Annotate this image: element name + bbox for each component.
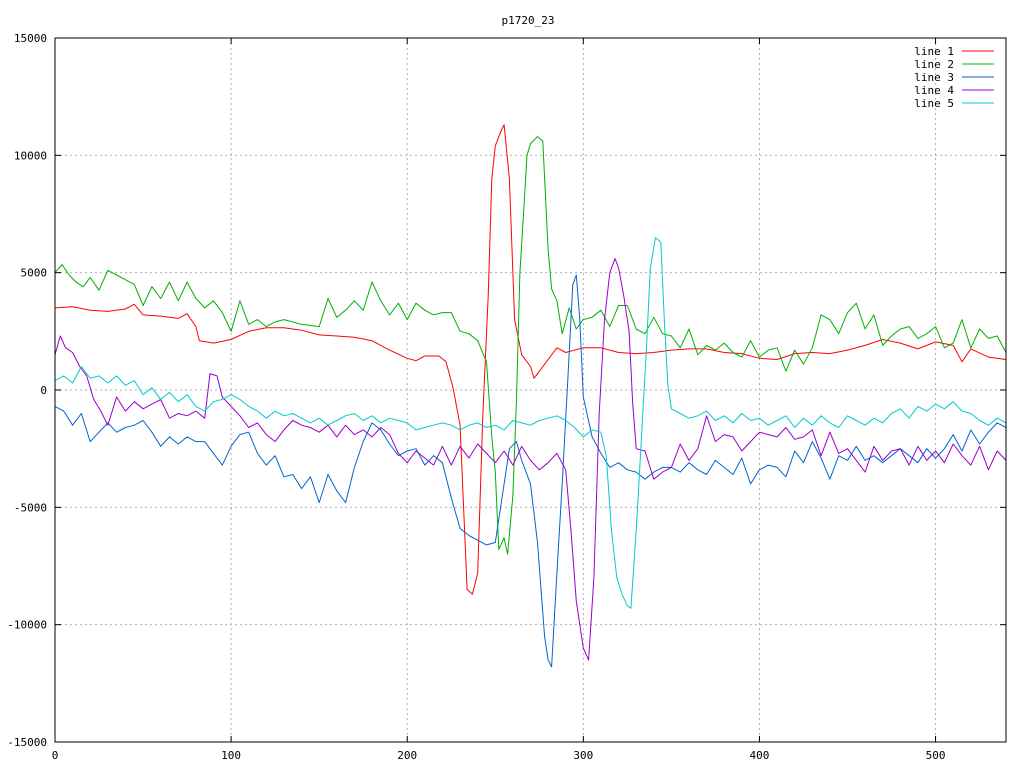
series-line-3 [54,274,1007,668]
grid [55,38,1006,742]
series-line-5 [54,237,1007,609]
chart-title: p1720_23 [502,14,555,27]
series-line-1 [54,124,1007,595]
legend-label: line 3 [914,71,954,84]
legend-label: line 4 [914,84,954,97]
x-tick-label: 0 [52,749,59,762]
x-tick-label: 400 [750,749,770,762]
y-tick-label: -15000 [7,736,47,749]
series-group [54,124,1007,668]
y-tick-label: 15000 [14,32,47,45]
axis-ticks: 0 100 200 300 400 500 -15000 -10000 -5000 0 5000 10… [7,32,1006,762]
x-tick-label: 100 [221,749,241,762]
y-tick-label: 0 [40,384,47,397]
y-tick-label: 10000 [14,149,47,162]
legend-label: line 2 [914,58,954,71]
series-line-2 [54,136,1007,555]
legend-label: line 5 [914,97,954,110]
x-tick-label: 300 [573,749,593,762]
series-line-4 [54,258,1007,661]
y-tick-label: -5000 [14,501,47,514]
legend-label: line 1 [914,45,954,58]
x-tick-label: 200 [397,749,417,762]
y-tick-label: -10000 [7,619,47,632]
y-tick-label: 5000 [21,267,48,280]
x-tick-label: 500 [926,749,946,762]
